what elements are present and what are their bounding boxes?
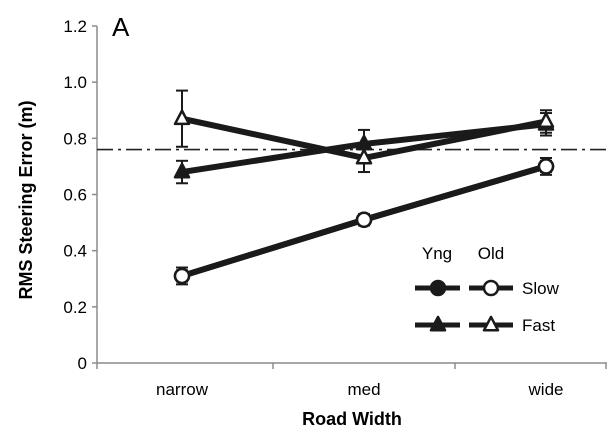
y-tick-label: 0 xyxy=(78,354,87,373)
x-tick-label: narrow xyxy=(156,380,209,399)
x-tick-label: wide xyxy=(528,380,564,399)
x-axis-title: Road Width xyxy=(302,409,402,429)
y-tick-label: 0.2 xyxy=(63,298,87,317)
x-tick-label: med xyxy=(347,380,380,399)
legend-marker-yng xyxy=(429,279,447,297)
data-point xyxy=(173,109,191,126)
data-point xyxy=(537,158,555,175)
legend-label: Slow xyxy=(522,279,560,298)
legend-row-fast: Fast xyxy=(415,315,555,335)
legend-label: Fast xyxy=(522,316,555,335)
data-point xyxy=(173,162,191,179)
y-tick-label: 1.2 xyxy=(63,17,87,36)
y-tick-label: 1.0 xyxy=(63,73,87,92)
data-point xyxy=(355,148,373,165)
axes: 0 0.2 0.4 0.6 0.8 1.0 1.2 narrow med wide xyxy=(63,17,607,399)
data-point xyxy=(537,112,555,128)
legend-marker-yng xyxy=(429,315,447,332)
y-tick-label: 0.8 xyxy=(63,129,87,148)
y-tick-label: 0.4 xyxy=(63,242,87,261)
legend-marker-old xyxy=(482,315,500,332)
legend-header-old: Old xyxy=(478,244,504,263)
panel-label: A xyxy=(112,12,130,42)
y-tick-label: 0.6 xyxy=(63,186,87,205)
series-group xyxy=(173,89,555,286)
series-old-fast xyxy=(173,89,555,174)
y-axis-title: RMS Steering Error (m) xyxy=(16,100,36,299)
legend: Yng Old Slow Fast xyxy=(415,244,560,335)
series-old-slow xyxy=(173,158,555,285)
data-point xyxy=(355,211,373,229)
legend-marker-old xyxy=(482,279,500,297)
legend-header-yng: Yng xyxy=(422,244,452,263)
data-point xyxy=(173,267,191,285)
legend-row-slow: Slow xyxy=(415,279,560,298)
